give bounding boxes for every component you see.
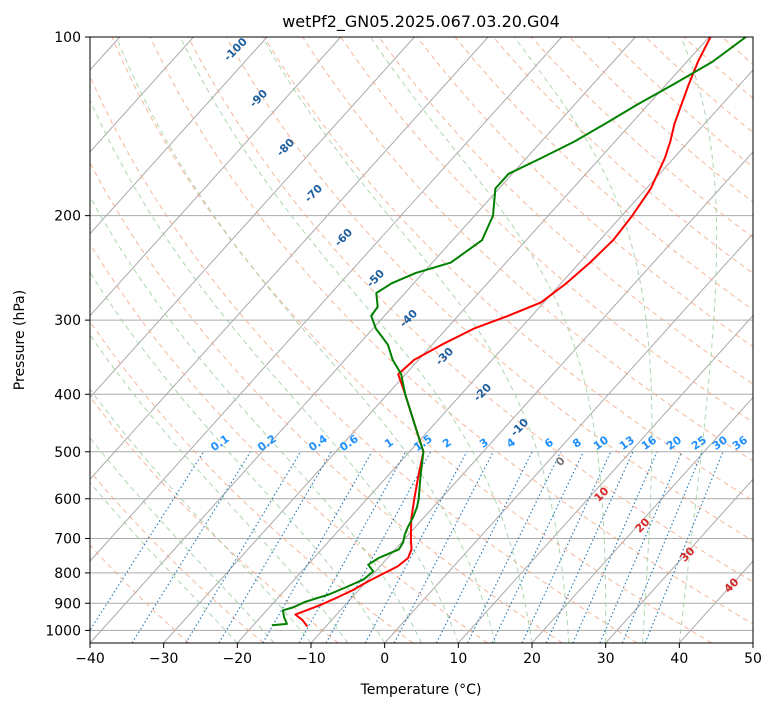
mixing-ratio-label: 13 xyxy=(617,433,637,452)
moist-adiabat xyxy=(116,37,495,643)
mixing-ratio-label: 6 xyxy=(542,435,556,450)
isotherm-line xyxy=(385,37,775,643)
mixing-ratio-label: 8 xyxy=(570,436,584,451)
isotherm-line xyxy=(753,37,775,643)
isotherm-label: -50 xyxy=(364,267,387,290)
isotherm-label: -40 xyxy=(397,307,420,330)
x-tick-label: 20 xyxy=(523,651,541,667)
mixing-ratio-line xyxy=(326,452,430,643)
y-tick-label: 700 xyxy=(54,532,81,548)
moist-adiabat xyxy=(0,37,385,643)
mixing-ratio-label: 16 xyxy=(639,433,659,453)
background-lines xyxy=(0,37,775,643)
y-tick-label: 1000 xyxy=(45,623,81,639)
y-axis-label: Pressure (hPa) xyxy=(12,290,28,390)
isotherm-line xyxy=(458,37,775,643)
dry-adiabat xyxy=(0,37,189,643)
isotherm-label: -100 xyxy=(221,35,250,64)
dry-adiabat xyxy=(0,37,413,643)
mixing-ratio-label: 0.6 xyxy=(337,432,361,454)
dry-adiabat xyxy=(531,37,775,643)
mixing-ratio-line xyxy=(600,452,682,643)
isotherm-label: -60 xyxy=(332,226,355,249)
chart-title: wetPf2_GN05.2025.067.03.20.G04 xyxy=(282,12,560,32)
y-tick-label: 500 xyxy=(54,445,81,461)
isotherm-line xyxy=(532,37,775,643)
dry-adiabat xyxy=(74,37,637,643)
x-tick-label: −30 xyxy=(149,651,179,667)
isotherm-label: -20 xyxy=(471,381,494,404)
red-label: 20 xyxy=(633,515,653,535)
mixing-ratio-label: 0.2 xyxy=(255,432,278,454)
x-tick-label: −20 xyxy=(223,651,253,667)
x-tick-label: −40 xyxy=(75,651,105,667)
moist-adiabat xyxy=(180,37,532,643)
moist-adiabat xyxy=(65,37,458,643)
moist-adiabat xyxy=(0,37,237,643)
mixing-ratio-label: 2 xyxy=(440,436,454,451)
y-tick-label: 100 xyxy=(54,30,81,46)
mixing-ratio-label: 20 xyxy=(664,433,684,453)
dry-adiabat xyxy=(722,37,775,643)
mixing-ratio-line xyxy=(468,452,561,643)
mixing-ratio-label: 3 xyxy=(477,436,491,451)
moist-adiabat xyxy=(0,37,348,643)
isotherm-line xyxy=(164,37,709,643)
dry-adiabat xyxy=(112,37,712,643)
dry-adiabat xyxy=(455,37,775,643)
x-tick-label: 10 xyxy=(449,651,467,667)
isotherm-label: -80 xyxy=(274,136,297,159)
dry-adiabat xyxy=(646,37,775,643)
dry-adiabat xyxy=(379,37,775,643)
y-tick-label: 900 xyxy=(54,596,81,612)
mixing-ratio-line xyxy=(492,452,583,643)
isotherm-line xyxy=(90,37,635,643)
isotherm-label: -10 xyxy=(508,416,531,439)
x-tick-label: 0 xyxy=(380,651,389,667)
isotherm-label: -90 xyxy=(247,87,270,110)
mixing-ratio-label: 0.1 xyxy=(208,432,231,454)
y-tick-label: 800 xyxy=(54,566,81,582)
plot-frame xyxy=(90,37,753,643)
mixing-ratio-line xyxy=(263,452,372,643)
moist-adiabat xyxy=(0,37,274,643)
dry-adiabat xyxy=(684,37,775,643)
gray-label: 0 xyxy=(553,454,568,469)
dry-adiabat xyxy=(0,37,338,643)
isotherm-line xyxy=(16,37,561,643)
y-tick-label: 300 xyxy=(54,313,81,329)
x-tick-label: 40 xyxy=(670,651,688,667)
mixing-ratio-label: 30 xyxy=(710,433,730,453)
mixing-ratio-line xyxy=(365,452,466,643)
y-tick-label: 600 xyxy=(54,492,81,508)
red-label: 30 xyxy=(678,544,698,564)
x-axis-label: Temperature (°C) xyxy=(360,682,482,698)
isotherm-label: -70 xyxy=(302,182,325,205)
moist-adiabat xyxy=(23,37,422,643)
dry-adiabat xyxy=(0,37,263,643)
isotherm-line xyxy=(0,37,267,643)
x-tick-label: 50 xyxy=(744,651,762,667)
isotherm-line xyxy=(0,37,414,643)
dry-adiabat xyxy=(264,37,775,643)
mixing-ratio-label: 1 xyxy=(382,436,396,451)
mixing-ratio-label: 10 xyxy=(591,433,611,453)
mixing-ratio-line xyxy=(546,452,633,643)
y-tick-label: 400 xyxy=(54,387,81,403)
mixing-ratio-label: 36 xyxy=(730,433,750,453)
x-tick-label: 30 xyxy=(597,651,615,667)
x-tick-label: −10 xyxy=(296,651,326,667)
y-tick-label: 200 xyxy=(54,209,81,225)
red-label: 10 xyxy=(592,484,612,504)
moist-adiabat xyxy=(0,37,311,643)
mixing-ratio-line xyxy=(132,452,250,643)
